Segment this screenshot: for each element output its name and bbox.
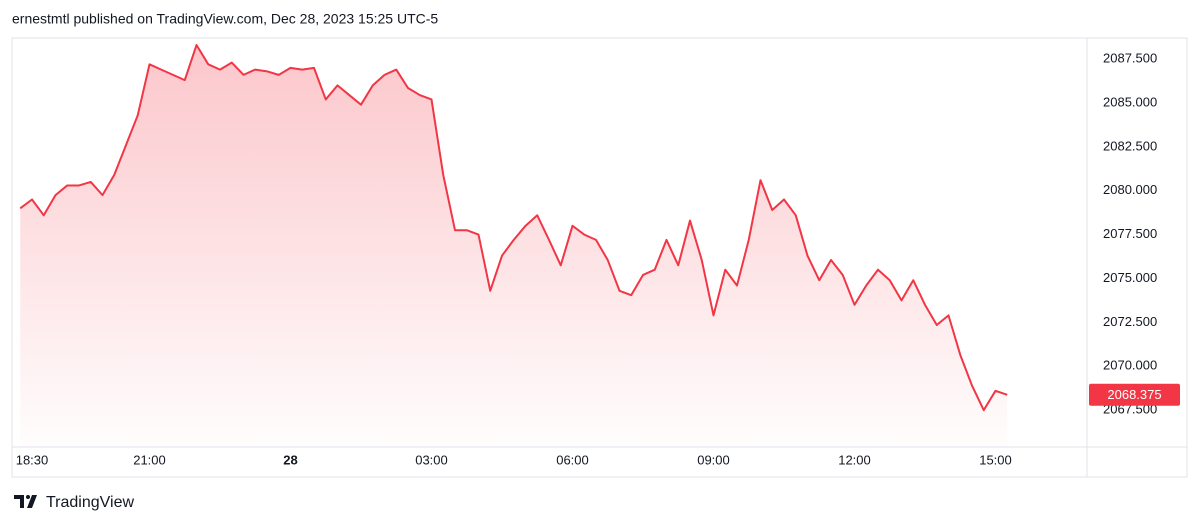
area-fill — [20, 45, 1008, 448]
x-tick-label: 28 — [283, 452, 297, 467]
tradingview-logo — [14, 495, 37, 508]
last-value-label: 2068.375 — [1107, 387, 1161, 402]
y-tick-label: 2085.000 — [1103, 94, 1157, 109]
last-value-box — [1089, 383, 1180, 406]
brand-name: TradingView — [46, 494, 134, 511]
y-tick-label: 2070.000 — [1103, 358, 1157, 373]
x-tick-label: 09:00 — [697, 452, 730, 467]
x-tick-label: 03:00 — [415, 452, 448, 467]
y-tick-label: 2087.500 — [1103, 51, 1157, 66]
y-tick-label: 2077.500 — [1103, 226, 1157, 241]
x-tick-label: 15:00 — [979, 452, 1012, 467]
price-line — [19, 44, 1008, 412]
y-tick-label: 2080.000 — [1103, 182, 1157, 197]
y-tick-label: 2075.000 — [1103, 270, 1157, 285]
y-tick-label: 2072.500 — [1103, 314, 1157, 329]
y-tick-label: 2082.500 — [1103, 138, 1157, 153]
x-tick-label: 12:00 — [838, 452, 871, 467]
x-tick-label: 18:30 — [16, 452, 49, 467]
x-tick-label: 06:00 — [556, 452, 589, 467]
publisher-header: ernestmtl published on TradingView.com, … — [12, 11, 438, 27]
x-tick-label: 21:00 — [133, 452, 166, 467]
chart-frame — [11, 37, 1188, 478]
